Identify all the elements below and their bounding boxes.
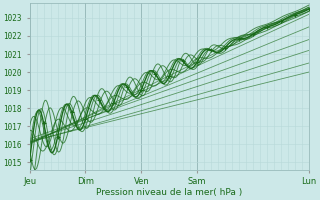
X-axis label: Pression niveau de la mer( hPa ): Pression niveau de la mer( hPa ) bbox=[96, 188, 242, 197]
